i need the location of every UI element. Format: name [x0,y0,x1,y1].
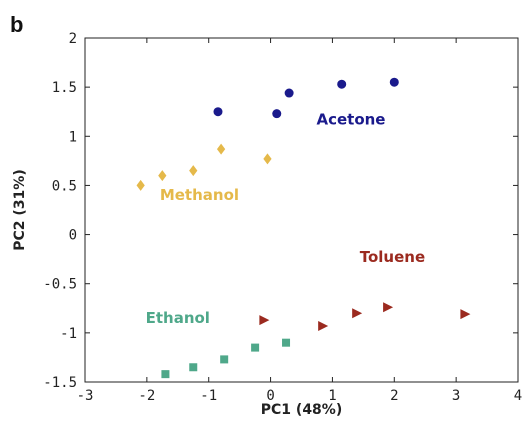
y-tick-label: 0.5 [52,178,77,194]
tick-labels: -3 -2 -1 0 1 2 3 4 -1.5 -1 -0.5 0 0.5 1 1.5 2 [43,31,522,404]
ethanol-point [282,338,291,347]
methanol-point [158,170,167,182]
x-tick-label: 1 [328,388,336,404]
x-tick-label: 4 [514,388,522,404]
y-axis-label: PC2 (31%) [12,169,28,250]
acetone-point [272,109,282,119]
acetone-point [389,77,399,87]
methanol-point [136,179,145,191]
ethanol-point [220,355,229,364]
toluene-point [259,315,270,326]
toluene-point [383,302,394,313]
ethanol-point [251,343,260,352]
x-axis-label: PC1 (48%) [261,402,342,418]
y-tick-label: -1 [60,326,77,342]
y-tick-label: 1.5 [52,80,77,96]
acetone-point [337,79,347,89]
ethanol-point [161,370,170,379]
axis-ticks [84,37,519,383]
x-tick-label: 3 [452,388,460,404]
methanol-point [189,165,198,177]
toluene-point [352,308,363,319]
panel-label: b [10,12,23,37]
y-tick-label: -1.5 [43,375,77,391]
x-tick-label: 0 [266,388,274,404]
y-tick-label: 1 [69,129,77,145]
series-labels: Acetone Methanol Toluene Ethanol [146,110,426,327]
methanol-label: Methanol [160,186,239,204]
plot-frame [84,37,519,383]
x-tick-label: 2 [390,388,398,404]
acetone-point [284,88,294,98]
acetone-label: Acetone [316,110,385,128]
toluene-point [460,309,471,320]
y-tick-label: -0.5 [43,277,77,293]
y-tick-label: 0 [69,228,77,244]
toluene-label: Toluene [360,248,425,266]
x-tick-label: -1 [200,388,217,404]
y-tick-label: 2 [69,31,77,47]
ethanol-point [189,363,198,372]
toluene-point [318,320,329,331]
x-tick-label: -2 [138,388,155,404]
ethanol-label: Ethanol [146,309,210,327]
methanol-point [216,143,226,155]
x-tick-label: -3 [77,388,94,404]
data-markers [136,77,471,379]
methanol-point [263,153,272,165]
acetone-point [213,107,223,117]
